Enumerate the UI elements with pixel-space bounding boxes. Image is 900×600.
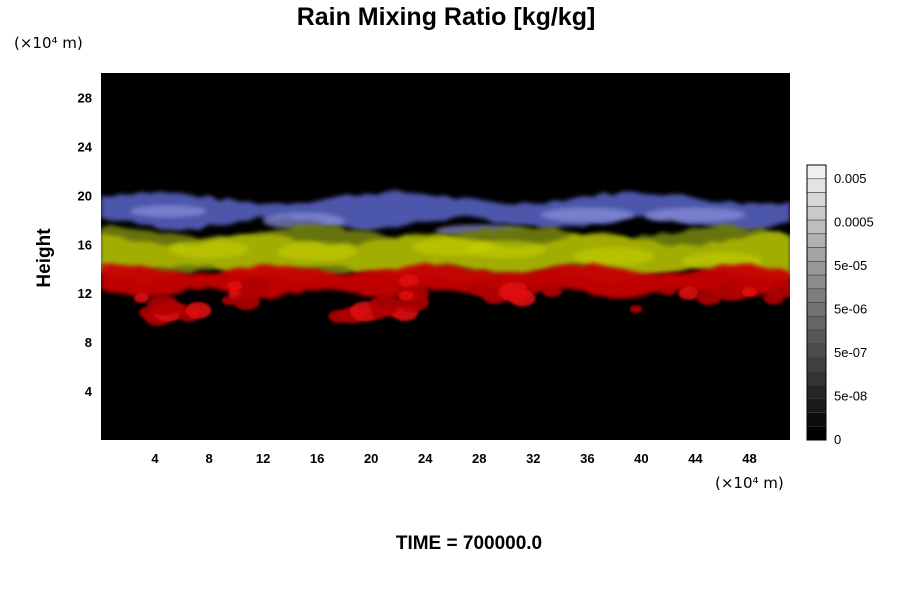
colorbar-level bbox=[806, 205, 827, 221]
x-tick-label: 44 bbox=[688, 451, 703, 466]
colorbar-level bbox=[806, 219, 827, 235]
y-scale-label: (×10⁴ m) bbox=[14, 34, 83, 52]
red-blob bbox=[398, 274, 420, 288]
red-blob bbox=[660, 285, 676, 296]
blue-highlight bbox=[262, 212, 345, 230]
y-tick-label: 4 bbox=[85, 384, 93, 399]
red-blob bbox=[771, 281, 790, 298]
colorbar-level bbox=[806, 412, 827, 427]
x-tick-label: 8 bbox=[205, 451, 212, 466]
red-blob bbox=[237, 278, 270, 299]
yellow-highlight bbox=[169, 240, 250, 259]
x-axis: 4 8 12 16 20 24 28 32 36 40 44 48 bbox=[151, 435, 757, 466]
y-tick-label: 8 bbox=[85, 335, 92, 350]
colorbar-level bbox=[806, 164, 827, 180]
colorbar-level bbox=[806, 247, 827, 262]
red-blob bbox=[227, 281, 243, 291]
colorbar-level bbox=[806, 260, 827, 276]
colorbar-tick-label: 0.005 bbox=[834, 171, 867, 186]
red-blob bbox=[741, 287, 757, 297]
colorbar-level bbox=[806, 370, 827, 386]
colorbar-level bbox=[806, 329, 827, 345]
x-tick-label: 20 bbox=[364, 451, 378, 466]
blue-band bbox=[101, 190, 790, 232]
colorbar-level bbox=[806, 357, 827, 372]
rain-field bbox=[101, 190, 790, 326]
x-tick-label: 32 bbox=[526, 451, 540, 466]
x-tick-label: 4 bbox=[151, 451, 159, 466]
red-blob bbox=[398, 290, 414, 301]
x-tick-label: 12 bbox=[256, 451, 270, 466]
red-blob bbox=[185, 302, 212, 319]
colorbar-level bbox=[806, 192, 827, 207]
red-band bbox=[101, 262, 790, 300]
x-tick-label: 36 bbox=[580, 451, 594, 466]
y-tick-label: 24 bbox=[78, 139, 93, 154]
blue-highlight bbox=[130, 205, 207, 218]
colorbar-level bbox=[806, 398, 827, 413]
y-axis: 4 8 12 16 20 24 28 bbox=[78, 90, 93, 399]
x-tick-label: 48 bbox=[742, 451, 756, 466]
blue-highlight bbox=[645, 207, 746, 223]
colorbar-level bbox=[806, 302, 827, 317]
red-blob bbox=[147, 295, 179, 316]
chart-title: Rain Mixing Ratio [kg/kg] bbox=[297, 3, 596, 31]
x-tick-label: 40 bbox=[634, 451, 648, 466]
y-tick-label: 20 bbox=[78, 188, 92, 203]
yellow-highlight bbox=[466, 240, 547, 259]
x-tick-label: 24 bbox=[418, 451, 433, 466]
colorbar-level bbox=[806, 233, 827, 248]
colorbar-tick-label: 5e-06 bbox=[834, 302, 867, 317]
colorbar-tick-label: 5e-07 bbox=[834, 345, 867, 360]
colorbar-tick-label: 5e-08 bbox=[834, 389, 867, 404]
red-blob bbox=[509, 289, 536, 307]
y-axis-label: Height bbox=[34, 228, 55, 288]
yellow-highlight bbox=[277, 242, 358, 261]
colorbar-level bbox=[806, 315, 827, 331]
colorbar-level bbox=[806, 288, 827, 303]
y-tick-label: 16 bbox=[78, 237, 92, 252]
x-scale-label: (×10⁴ m) bbox=[715, 474, 784, 492]
colorbar: 0.005 0.0005 5e-05 5e-06 5e-07 5e-08 0 bbox=[806, 164, 874, 447]
red-blob bbox=[541, 284, 563, 298]
red-blob bbox=[525, 283, 541, 294]
x-tick-label: 28 bbox=[472, 451, 486, 466]
red-blob bbox=[134, 293, 150, 303]
red-blob bbox=[714, 280, 747, 301]
colorbar-tick-label: 0.0005 bbox=[834, 215, 874, 230]
x-tick-label: 16 bbox=[310, 451, 324, 466]
colorbar-frame bbox=[806, 164, 827, 441]
colorbar-tick-label: 5e-05 bbox=[834, 258, 867, 273]
red-blob bbox=[678, 286, 699, 300]
red-blob bbox=[629, 305, 643, 314]
colorbar-level bbox=[806, 425, 827, 441]
blue-highlight bbox=[540, 207, 635, 223]
y-tick-label: 28 bbox=[78, 90, 92, 105]
colorbar-level bbox=[806, 274, 827, 290]
y-tick-label: 12 bbox=[78, 286, 92, 301]
time-annotation: TIME = 700000.0 bbox=[396, 533, 542, 554]
colorbar-level bbox=[806, 384, 827, 400]
colorbar-level bbox=[806, 178, 827, 193]
red-blob bbox=[368, 295, 401, 316]
yellow-highlight bbox=[574, 247, 655, 266]
colorbar-tick-label: 0 bbox=[834, 432, 841, 447]
colorbar-level bbox=[806, 343, 827, 358]
